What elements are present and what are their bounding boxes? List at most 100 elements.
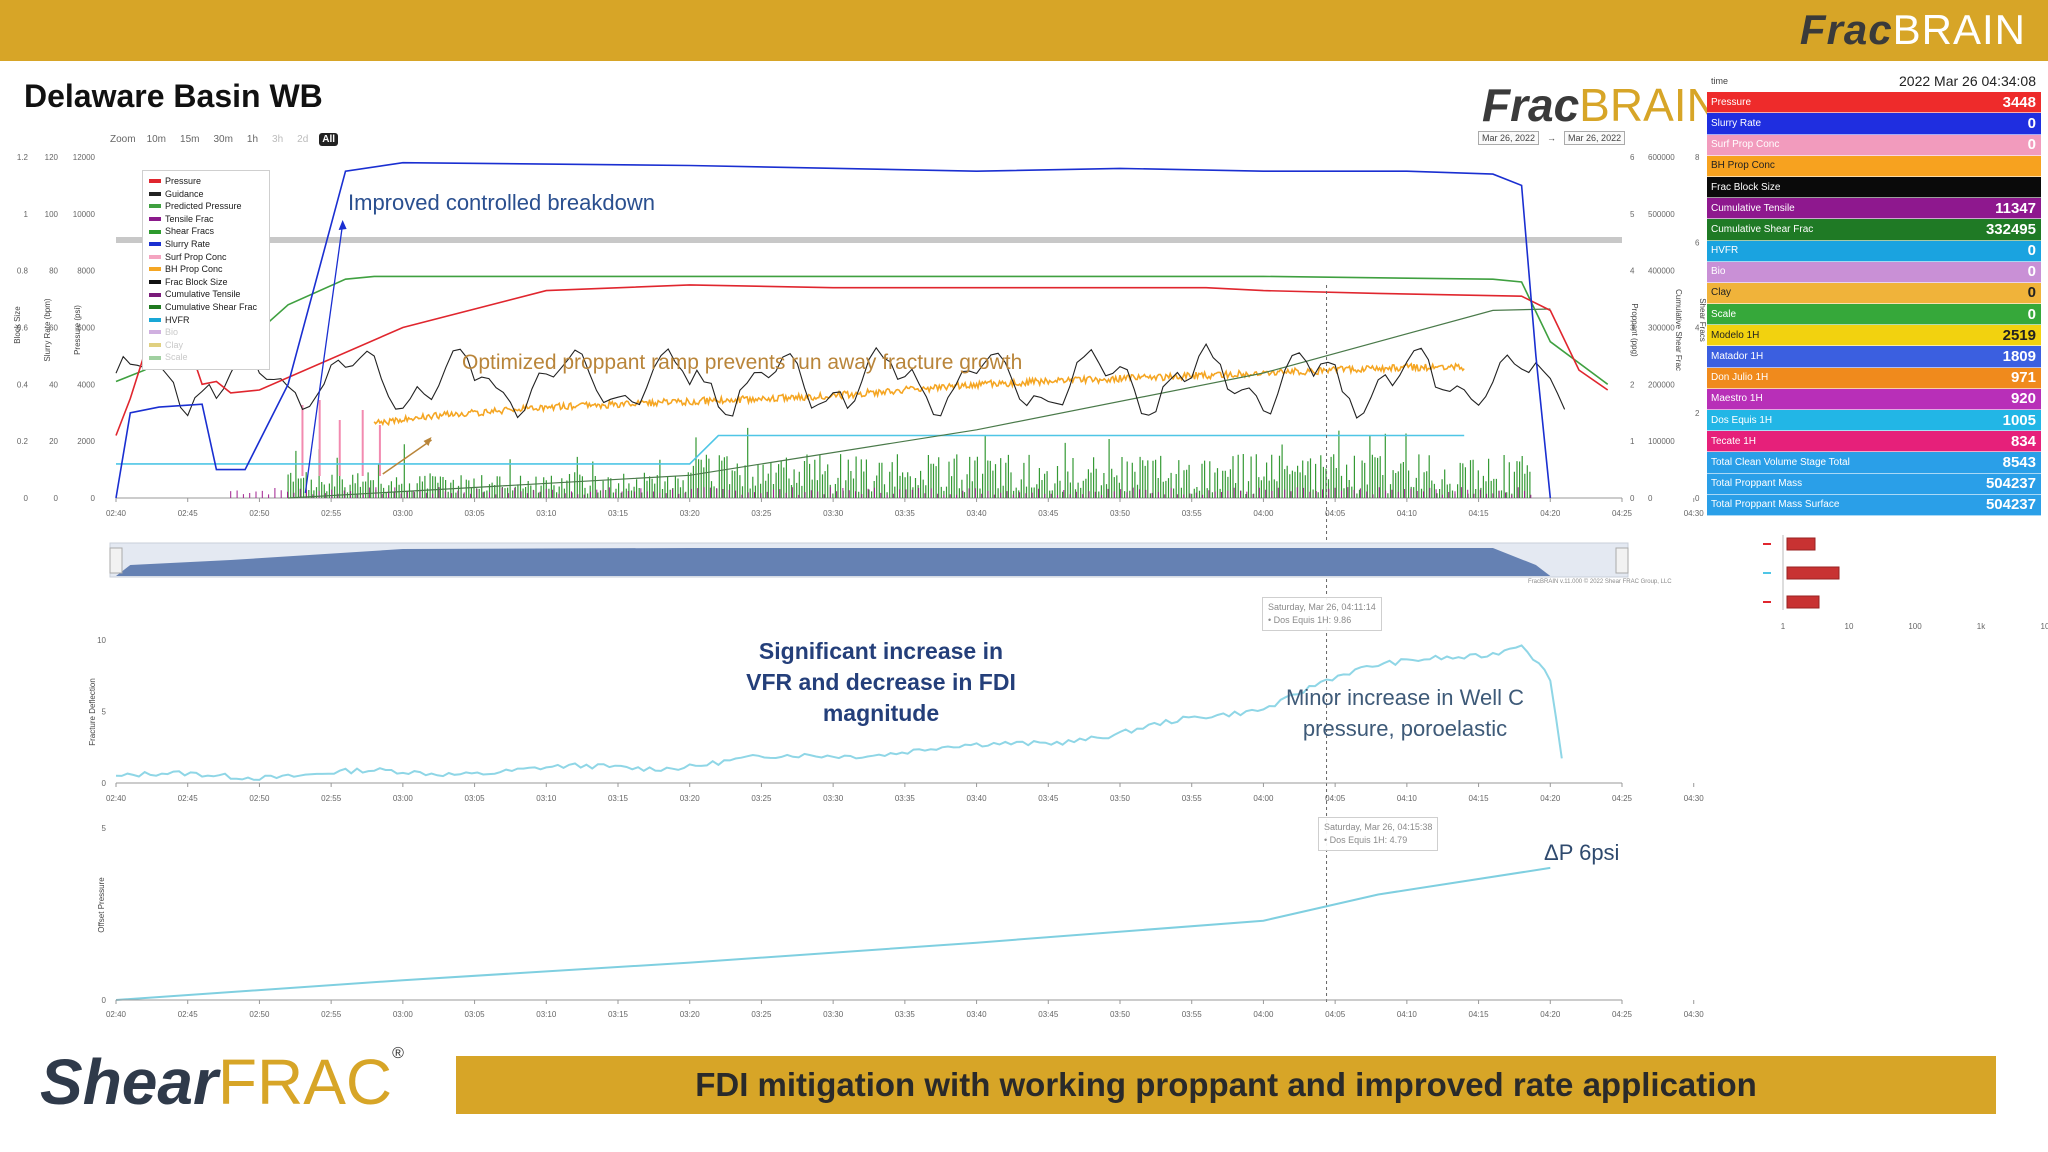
legend-item[interactable]: Slurry Rate	[149, 238, 263, 251]
legend-item[interactable]: Tensile Frac	[149, 213, 263, 226]
panel-row: Total Proppant Mass Surface 504237	[1707, 494, 2041, 516]
main-x-tick-label: 04:00	[1253, 509, 1274, 518]
panel-row: BH Prop Conc	[1707, 155, 2041, 177]
fdi-y-tick-label: 5	[102, 708, 107, 717]
fdi-x-tick-label: 03:50	[1110, 794, 1131, 803]
panel-row-value: 504237	[1985, 475, 2036, 493]
left-axis-tick: 100	[45, 210, 59, 219]
press-x-tick-label: 02:40	[106, 1010, 127, 1019]
panel-row: Modelo 1H 2519	[1707, 325, 2041, 347]
pressure-tooltip: Saturday, Mar 26, 04:15:38 • Dos Equis 1…	[1318, 817, 1439, 851]
fdi-x-tick-label: 02:50	[249, 794, 270, 803]
left-axis-tick: 0.8	[17, 267, 29, 276]
right-axis-tick: 5	[1630, 210, 1635, 219]
range-to-input[interactable]: Mar 26, 2022	[1564, 131, 1626, 145]
fdi-x-tick-label: 02:45	[178, 794, 199, 803]
right-axis-tick: 6	[1695, 238, 1700, 247]
press-x-tick-label: 03:05	[465, 1010, 486, 1019]
legend-item[interactable]: Guidance	[149, 188, 263, 201]
press-x-tick-label: 03:30	[823, 1010, 844, 1019]
right-axis-tick: 300000	[1648, 324, 1675, 333]
legend-item[interactable]: Scale	[149, 351, 263, 364]
left-axis-tick: 80	[49, 267, 58, 276]
main-x-tick-label: 03:05	[465, 509, 486, 518]
zoom-option-10m[interactable]: 10m	[146, 134, 167, 145]
zoom-option-30m[interactable]: 30m	[213, 134, 233, 145]
panel-row-value: 834	[2010, 432, 2036, 450]
left-axis-tick: 4000	[77, 380, 95, 389]
panel-row-value: 920	[2010, 390, 2036, 408]
legend-label: BH Prop Conc	[165, 264, 223, 275]
legend-item[interactable]: HVFR	[149, 314, 263, 327]
panel-row: Total Proppant Mass 504237	[1707, 473, 2041, 495]
right-axis-tick: 1	[1630, 437, 1635, 446]
date-range: Mar 26, 2022 → Mar 26, 2022	[1478, 131, 1626, 145]
legend-item[interactable]: Cumulative Tensile	[149, 288, 263, 301]
right-axis-tick: 4	[1630, 267, 1635, 276]
zoom-option-1h[interactable]: 1h	[246, 134, 259, 145]
annotation-vfr: Significant increase in VFR and decrease…	[746, 638, 1016, 726]
main-x-tick-label: 02:45	[178, 509, 199, 518]
main-x-tick-label: 04:30	[1684, 509, 1705, 518]
legend-item[interactable]: BH Prop Conc	[149, 263, 263, 276]
legend-swatch	[149, 267, 161, 272]
panel-row: Surf Prop Conc 0	[1707, 134, 2041, 156]
fdi-x-tick-label: 03:15	[608, 794, 629, 803]
legend-item[interactable]: Surf Prop Conc	[149, 251, 263, 264]
press-y-axis-title: Offset Pressure	[97, 877, 106, 933]
conclusion-banner: FDI mitigation with working proppant and…	[456, 1056, 1996, 1114]
legend-item[interactable]: Shear Fracs	[149, 225, 263, 238]
legend-label: Shear Fracs	[165, 226, 215, 237]
fdi-x-tick-label: 04:20	[1540, 794, 1561, 803]
fdi-x-tick-label: 03:05	[465, 794, 486, 803]
right-axis-tick: 500000	[1648, 210, 1675, 219]
fdi-x-tick-label: 03:10	[536, 794, 557, 803]
cumulative-shear-series	[288, 308, 1551, 499]
legend-label: Cumulative Shear Frac	[165, 301, 258, 312]
annotation-well-c: Minor increase in Well C pressure, poroe…	[1285, 685, 1524, 741]
legend-label: Frac Block Size	[165, 276, 228, 287]
chart-legend: Pressure Guidance Predicted Pressure Tensil…	[142, 170, 270, 370]
left-axis-tick: 40	[49, 380, 58, 389]
zoom-option-15m[interactable]: 15m	[180, 134, 200, 145]
legend-item[interactable]: Bio	[149, 326, 263, 339]
right-axis-tick: 6	[1630, 153, 1635, 162]
range-from-input[interactable]: Mar 26, 2022	[1478, 131, 1540, 145]
panel-time-value: 2022 Mar 26 04:34:08	[1899, 73, 2036, 90]
right-axis-title: Cumulative Shear Frac	[1674, 289, 1683, 371]
legend-item[interactable]: Cumulative Shear Frac	[149, 301, 263, 314]
main-x-tick-label: 04:25	[1612, 509, 1633, 518]
main-x-tick-label: 03:15	[608, 509, 629, 518]
right-axis-tick: 2	[1630, 380, 1635, 389]
zoom-option-3h[interactable]: 3h	[272, 134, 284, 145]
right-axis-tick: 100000	[1648, 437, 1675, 446]
main-x-tick-label: 04:05	[1325, 509, 1346, 518]
ramp-arrow	[382, 439, 432, 475]
main-x-tick-label: 03:25	[751, 509, 772, 518]
press-x-tick-label: 04:10	[1397, 1010, 1418, 1019]
right-axis-title: Proppant (ppg)	[1630, 303, 1639, 357]
hist-x-tick-label: 1	[1781, 622, 1786, 631]
legend-label: Pressure	[165, 176, 202, 186]
legend-item[interactable]: Clay	[149, 339, 263, 352]
slide-title: Delaware Basin WB	[24, 78, 323, 114]
legend-label: Clay	[165, 339, 184, 350]
zoom-option-all[interactable]: All	[319, 133, 339, 146]
legend-item[interactable]: Pressure	[149, 175, 263, 188]
main-x-tick-label: 03:35	[895, 509, 916, 518]
panel-row-value: 0	[2027, 305, 2036, 323]
zoom-option-2d[interactable]: 2d	[297, 134, 309, 145]
fdi-x-tick-label: 04:05	[1325, 794, 1346, 803]
main-x-tick-label: 03:50	[1110, 509, 1131, 518]
navigator-handle-left	[109, 547, 123, 574]
hist-x-tick-label: 10	[1845, 622, 1854, 631]
left-axis-tick: 0.6	[17, 324, 29, 333]
legend-item[interactable]: Predicted Pressure	[149, 200, 263, 213]
legend-label: Tensile Frac	[165, 213, 214, 224]
panel-row-value: 3448	[2002, 93, 2036, 111]
panel-row-label: HVFR	[1711, 245, 1739, 257]
panel-row-label: Cumulative Shear Frac	[1711, 223, 1814, 235]
main-x-tick-label: 02:40	[106, 509, 127, 518]
shear-fracs-series	[287, 427, 1531, 498]
legend-item[interactable]: Frac Block Size	[149, 276, 263, 289]
